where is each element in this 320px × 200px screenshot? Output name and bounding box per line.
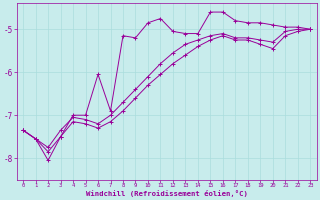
- X-axis label: Windchill (Refroidissement éolien,°C): Windchill (Refroidissement éolien,°C): [86, 190, 248, 197]
